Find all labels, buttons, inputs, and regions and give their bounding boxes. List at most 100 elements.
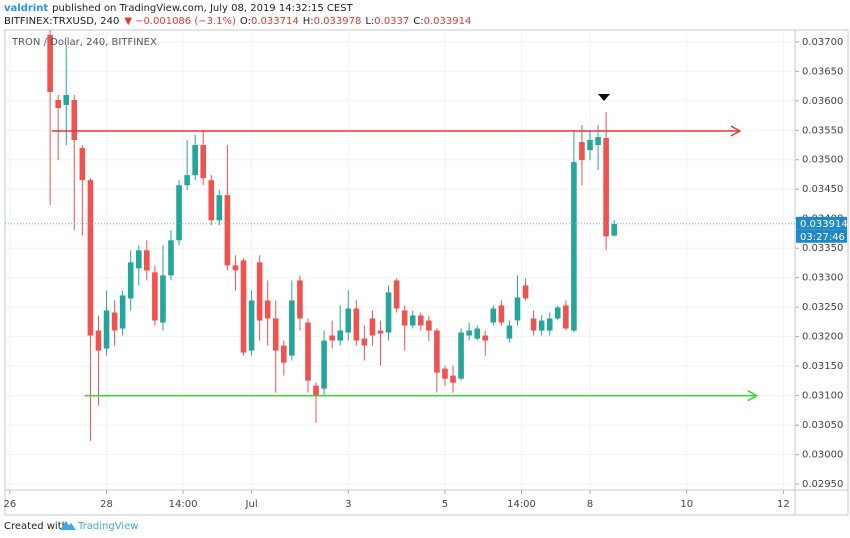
- candle-body: [554, 307, 561, 319]
- brand-logo: [60, 521, 76, 530]
- ohlc-value: 0.033914: [424, 16, 472, 27]
- candle-body: [152, 272, 158, 321]
- candle-body: [135, 250, 142, 269]
- candle-body: [611, 223, 617, 236]
- candle-body: [79, 148, 86, 181]
- last-price-label: 0.033914: [800, 219, 848, 230]
- ray-arrow: [747, 390, 759, 402]
- candle-body: [95, 330, 102, 351]
- candle-body: [192, 145, 198, 176]
- ohlc-label: H:: [303, 16, 314, 27]
- candle-body: [216, 195, 223, 221]
- x-tick-label: 12: [777, 499, 790, 510]
- candle-body: [474, 328, 481, 339]
- candle-body: [264, 300, 271, 319]
- candle-body: [305, 322, 311, 381]
- candle-body: [313, 385, 319, 396]
- y-tick-label: 0.03450: [802, 184, 843, 195]
- candle-body: [55, 99, 61, 108]
- candle-body: [256, 262, 263, 321]
- candle-body: [377, 330, 384, 334]
- candle-body: [450, 375, 456, 383]
- x-tick-label: 3: [345, 499, 351, 510]
- candle-body: [409, 315, 416, 326]
- candle-body: [563, 305, 569, 329]
- header-quote: BITFINEX:TRXUSD, 240 ▼ −0.001086 (−3.1%) O:…: [4, 16, 471, 27]
- candle-body: [393, 280, 400, 309]
- candle-body: [321, 340, 327, 389]
- candle-body: [490, 308, 497, 323]
- y-tick-label: 0.02950: [802, 479, 843, 490]
- candle-body: [281, 345, 287, 363]
- candle-body: [248, 300, 255, 351]
- candle-body: [571, 162, 577, 331]
- ray-arrow: [730, 125, 742, 137]
- y-tick-label: 0.03550: [802, 125, 843, 136]
- candle-body: [603, 138, 609, 237]
- countdown-label: 03:27:46: [800, 232, 845, 243]
- candle-body: [417, 315, 424, 326]
- header-published: valdrint published on TradingView.com, Ju…: [4, 3, 354, 14]
- plot: [5, 30, 795, 441]
- candle-body: [127, 262, 134, 299]
- candle-body: [63, 94, 70, 105]
- change-arrow: ▼: [124, 16, 132, 27]
- candle-body: [87, 180, 94, 336]
- ohlc-value: 0.033978: [314, 16, 362, 27]
- last-price-box: [796, 216, 847, 230]
- candle-body: [530, 318, 537, 331]
- ohlc-label: C:: [413, 16, 423, 27]
- candle-body: [506, 325, 513, 339]
- y-tick-label: 0.03300: [802, 273, 843, 284]
- candle-body: [47, 34, 53, 92]
- candle-body: [426, 320, 432, 331]
- y-tick-label: 0.03350: [802, 243, 843, 254]
- x-tick-label: 5: [442, 499, 448, 510]
- candle-body: [119, 295, 126, 329]
- chart-legend: TRON / Dollar, 240, BITFINEX: [11, 37, 157, 48]
- published: published on TradingView.com, July 08, 2…: [52, 3, 353, 14]
- change: −0.001086 (−3.1%): [135, 16, 236, 27]
- y-tick-label: 0.03150: [802, 361, 843, 372]
- candle-body: [160, 275, 166, 323]
- candle-body: [434, 330, 440, 373]
- y-tick-label: 0.03650: [802, 66, 843, 77]
- candle-body: [579, 142, 585, 161]
- x-tick-label: 14:00: [169, 499, 198, 510]
- candle-body: [297, 280, 303, 319]
- candle-body: [184, 175, 190, 186]
- candle-body: [103, 310, 110, 349]
- x-tick-label: 28: [100, 499, 113, 510]
- author[interactable]: valdrint: [4, 3, 48, 14]
- candle-body: [289, 300, 295, 356]
- candle-body: [595, 137, 601, 146]
- x-tick-label: 8: [587, 499, 593, 510]
- candle-body: [442, 368, 448, 379]
- chart-frame: [4, 29, 849, 516]
- x-tick-label: 26: [3, 499, 16, 510]
- candle-body: [168, 240, 174, 276]
- axes: 0.02950 0.03000 0.03050 0.03100 0.03150 0.032…: [3, 37, 847, 510]
- candle-body: [546, 318, 553, 331]
- y-tick-label: 0.03000: [802, 450, 843, 461]
- y-tick-label: 0.03050: [802, 420, 843, 431]
- countdown-box: [796, 229, 847, 243]
- ohlc-value: 0.033714: [251, 16, 299, 27]
- candle-body: [482, 335, 489, 341]
- x-tick-label: 10: [680, 499, 693, 510]
- candle-body: [498, 305, 505, 323]
- candle-body: [232, 265, 239, 271]
- candle-body: [144, 250, 150, 271]
- ohlc-value: 0.0337: [374, 16, 409, 27]
- candle-body: [208, 180, 215, 221]
- y-tick-label: 0.03100: [802, 391, 843, 402]
- candle-body: [337, 330, 343, 341]
- y-tick-label: 0.03250: [802, 302, 843, 313]
- candle-body: [329, 335, 335, 341]
- candle-body: [200, 145, 207, 179]
- candle-body: [538, 320, 545, 331]
- footer-brand[interactable]: TradingView: [77, 521, 138, 532]
- y-tick-label: 0.03500: [802, 155, 843, 166]
- candle-body: [587, 140, 593, 151]
